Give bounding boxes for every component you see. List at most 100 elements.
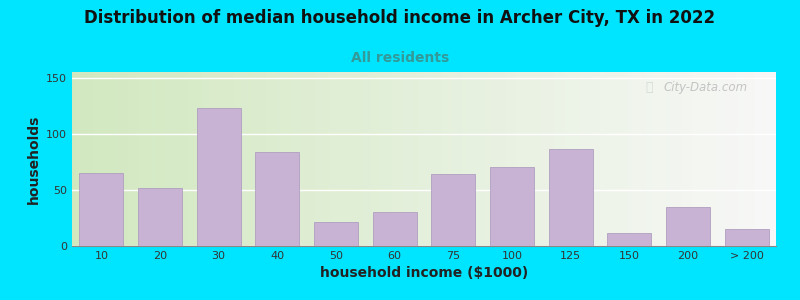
- Bar: [642, 72, 646, 246]
- Bar: [386, 72, 389, 246]
- Bar: [549, 149, 593, 246]
- Bar: [213, 72, 216, 246]
- Bar: [197, 108, 241, 246]
- Bar: [434, 72, 438, 246]
- Bar: [480, 72, 484, 246]
- Bar: [269, 72, 273, 246]
- Bar: [364, 72, 368, 246]
- Bar: [138, 188, 182, 246]
- Bar: [533, 72, 537, 246]
- Bar: [276, 72, 280, 246]
- Bar: [354, 72, 357, 246]
- Bar: [487, 72, 491, 246]
- Bar: [607, 72, 610, 246]
- Bar: [449, 72, 452, 246]
- Bar: [540, 72, 544, 246]
- Bar: [97, 72, 100, 246]
- Bar: [167, 72, 170, 246]
- Bar: [262, 72, 266, 246]
- Bar: [174, 72, 178, 246]
- Bar: [424, 72, 427, 246]
- Bar: [638, 72, 642, 246]
- Bar: [220, 72, 223, 246]
- Bar: [202, 72, 206, 246]
- Bar: [706, 72, 709, 246]
- Bar: [146, 72, 150, 246]
- Bar: [160, 72, 163, 246]
- Bar: [678, 72, 681, 246]
- Bar: [758, 72, 762, 246]
- Bar: [459, 72, 462, 246]
- Bar: [670, 72, 674, 246]
- Bar: [118, 72, 122, 246]
- Bar: [656, 72, 660, 246]
- Bar: [660, 72, 663, 246]
- Bar: [474, 72, 477, 246]
- Bar: [104, 72, 107, 246]
- Bar: [343, 72, 346, 246]
- Bar: [769, 72, 773, 246]
- Bar: [198, 72, 202, 246]
- Bar: [519, 72, 522, 246]
- Bar: [79, 173, 123, 246]
- Bar: [554, 72, 558, 246]
- Bar: [82, 72, 86, 246]
- Bar: [368, 72, 371, 246]
- Bar: [730, 72, 734, 246]
- Bar: [241, 72, 245, 246]
- Bar: [597, 72, 600, 246]
- Bar: [304, 72, 308, 246]
- Bar: [691, 72, 695, 246]
- Bar: [505, 72, 509, 246]
- Text: Distribution of median household income in Archer City, TX in 2022: Distribution of median household income …: [85, 9, 715, 27]
- Bar: [79, 72, 82, 246]
- Bar: [406, 72, 410, 246]
- Bar: [618, 72, 621, 246]
- Bar: [181, 72, 185, 246]
- Bar: [382, 72, 386, 246]
- Bar: [452, 72, 456, 246]
- Bar: [635, 72, 638, 246]
- Bar: [741, 72, 744, 246]
- Bar: [593, 72, 597, 246]
- Bar: [614, 72, 618, 246]
- Bar: [258, 72, 262, 246]
- Bar: [470, 72, 474, 246]
- Bar: [427, 72, 431, 246]
- Bar: [329, 72, 333, 246]
- Bar: [72, 72, 75, 246]
- Bar: [509, 72, 512, 246]
- Bar: [216, 72, 220, 246]
- Bar: [579, 72, 582, 246]
- Bar: [726, 72, 730, 246]
- Bar: [484, 72, 487, 246]
- Bar: [565, 72, 568, 246]
- Bar: [298, 72, 301, 246]
- Bar: [294, 72, 298, 246]
- Bar: [195, 72, 198, 246]
- Text: ⌕: ⌕: [646, 81, 654, 94]
- Bar: [266, 72, 269, 246]
- Bar: [234, 72, 238, 246]
- Bar: [544, 72, 547, 246]
- Bar: [230, 72, 234, 246]
- Bar: [685, 72, 688, 246]
- Bar: [389, 72, 392, 246]
- Bar: [491, 72, 494, 246]
- Bar: [773, 72, 776, 246]
- Bar: [125, 72, 128, 246]
- Bar: [163, 72, 167, 246]
- Bar: [245, 72, 248, 246]
- Bar: [720, 72, 723, 246]
- Bar: [681, 72, 685, 246]
- Bar: [308, 72, 311, 246]
- Bar: [396, 72, 399, 246]
- Bar: [663, 72, 667, 246]
- Bar: [666, 207, 710, 246]
- Bar: [725, 229, 769, 246]
- Bar: [628, 72, 632, 246]
- Bar: [603, 72, 607, 246]
- Bar: [107, 72, 110, 246]
- Bar: [515, 72, 519, 246]
- Bar: [738, 72, 741, 246]
